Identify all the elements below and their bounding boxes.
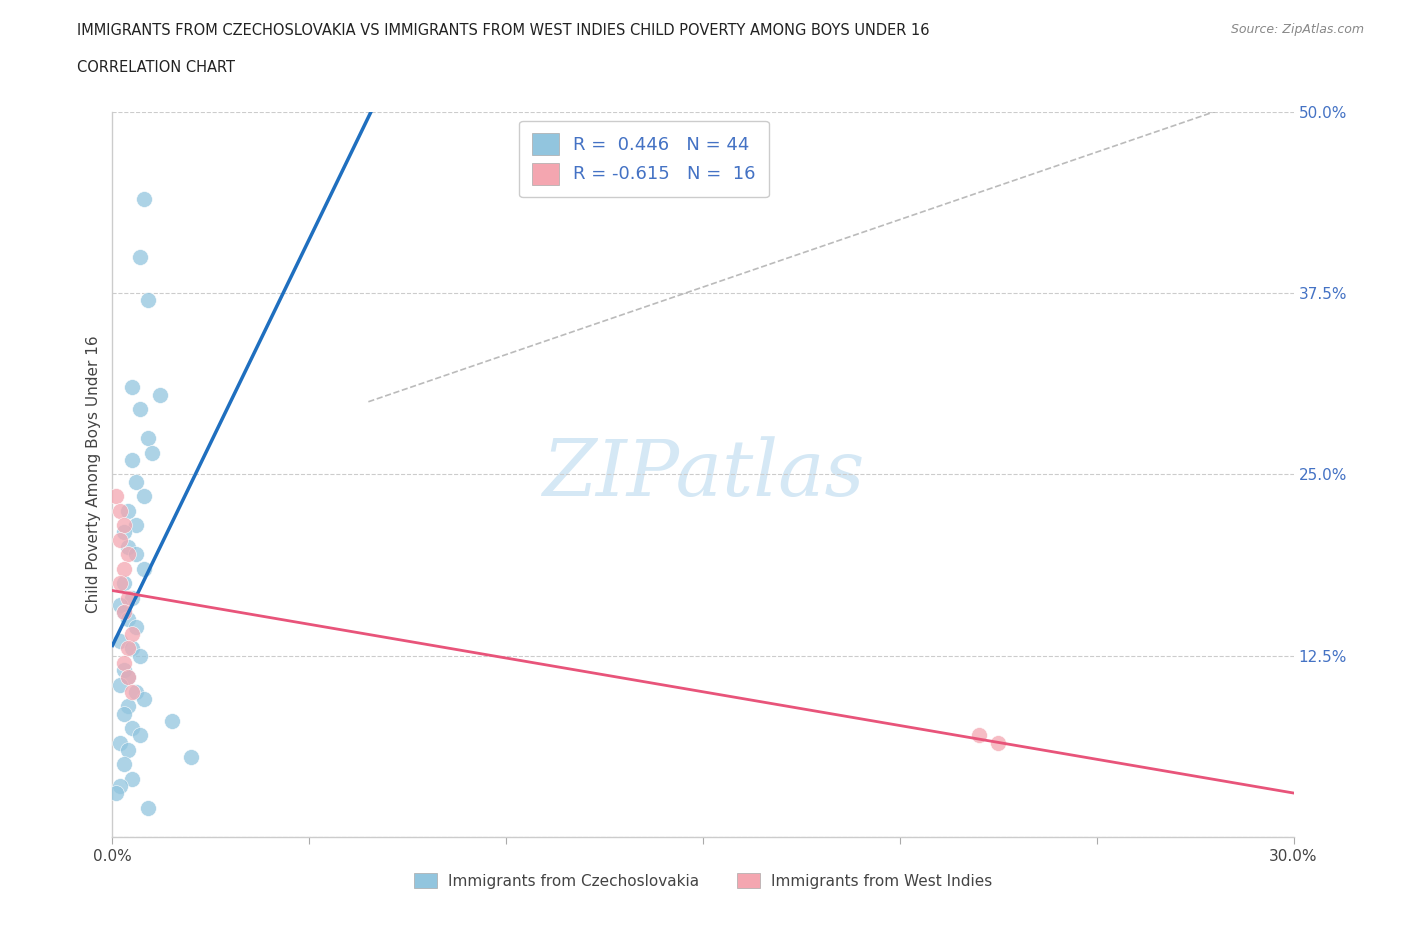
Point [117, 641, 139, 656]
Point [129, 402, 152, 417]
Point [110, 503, 132, 518]
Point [160, 713, 183, 728]
Point [132, 192, 155, 206]
Point [141, 445, 163, 460]
Point [121, 591, 143, 605]
Point [125, 518, 148, 533]
Point [112, 663, 135, 678]
Point [110, 576, 132, 591]
Point [117, 591, 139, 605]
Point [112, 576, 135, 591]
Point [117, 670, 139, 684]
Point [125, 619, 148, 634]
Point [112, 525, 135, 539]
Point [117, 539, 139, 554]
Point [110, 778, 132, 793]
Point [121, 684, 143, 699]
Text: ZIPatlas: ZIPatlas [541, 436, 865, 512]
Point [112, 604, 135, 619]
Point [125, 547, 148, 562]
Point [105, 786, 128, 801]
Point [110, 736, 132, 751]
Point [121, 452, 143, 467]
Legend: Immigrants from Czechoslovakia, Immigrants from West Indies: Immigrants from Czechoslovakia, Immigran… [408, 867, 998, 895]
Point [121, 772, 143, 787]
Point [110, 532, 132, 547]
Point [117, 742, 139, 757]
Point [967, 728, 990, 743]
Point [125, 684, 148, 699]
Point [110, 677, 132, 692]
Point [117, 503, 139, 518]
Text: IMMIGRANTS FROM CZECHOSLOVAKIA VS IMMIGRANTS FROM WEST INDIES CHILD POVERTY AMON: IMMIGRANTS FROM CZECHOSLOVAKIA VS IMMIGR… [77, 23, 929, 38]
Point [136, 431, 159, 445]
Text: Source: ZipAtlas.com: Source: ZipAtlas.com [1230, 23, 1364, 36]
Point [129, 249, 152, 264]
Point [136, 801, 159, 816]
Point [121, 627, 143, 642]
Y-axis label: Child Poverty Among Boys Under 16: Child Poverty Among Boys Under 16 [86, 336, 101, 613]
Point [121, 641, 143, 656]
Point [132, 488, 155, 503]
Point [105, 488, 128, 503]
Point [987, 736, 1010, 751]
Point [112, 656, 135, 671]
Point [132, 561, 155, 576]
Point [117, 612, 139, 627]
Point [110, 633, 132, 648]
Point [112, 706, 135, 721]
Point [117, 670, 139, 684]
Point [129, 648, 152, 663]
Point [129, 728, 152, 743]
Text: CORRELATION CHART: CORRELATION CHART [77, 60, 235, 75]
Point [112, 561, 135, 576]
Point [110, 597, 132, 612]
Point [112, 604, 135, 619]
Point [112, 518, 135, 533]
Point [121, 379, 143, 394]
Point [132, 692, 155, 707]
Point [149, 387, 172, 402]
Point [121, 721, 143, 736]
Point [117, 699, 139, 714]
Point [180, 750, 202, 764]
Point [136, 293, 159, 308]
Point [112, 757, 135, 772]
Point [125, 474, 148, 489]
Point [117, 547, 139, 562]
